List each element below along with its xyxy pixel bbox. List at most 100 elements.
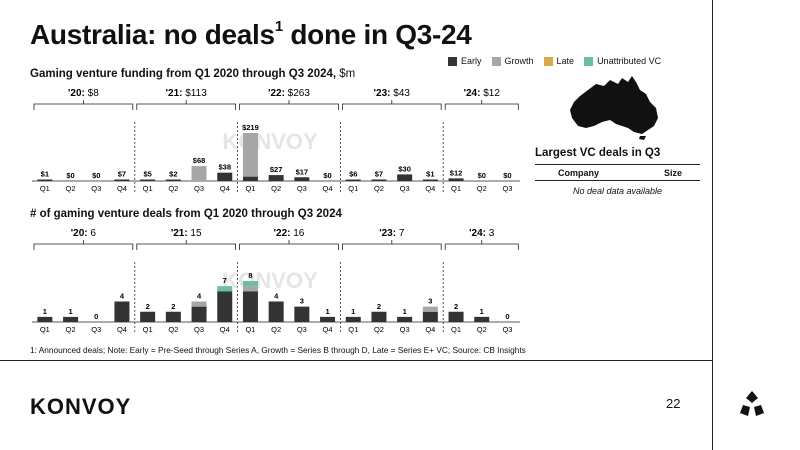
bar-segment xyxy=(320,316,336,322)
x-tick-label: Q1 xyxy=(451,184,461,193)
funding-chart: '20: $8 '21: $113 '22: $263 '23: $43 '24: $1… xyxy=(32,88,520,193)
x-tick-label: Q2 xyxy=(168,325,178,334)
bar-segment xyxy=(268,301,284,322)
year-group-label: '24: 3 xyxy=(469,228,495,239)
bar-segment xyxy=(191,301,207,307)
x-tick-label: Q4 xyxy=(220,184,230,193)
x-tick-label: Q3 xyxy=(400,184,410,193)
konvoy-mark-icon xyxy=(740,391,764,416)
bar-segment xyxy=(217,172,233,181)
vc-deals-rule xyxy=(535,164,700,165)
watermark-text: KONVOY xyxy=(222,268,318,293)
bar-segment xyxy=(448,178,464,181)
bar-value-label: 7 xyxy=(223,276,227,285)
bar-value-label: 0 xyxy=(505,312,509,321)
bar-segment xyxy=(217,286,233,292)
vc-deals-title: Largest VC deals in Q3 xyxy=(535,147,661,159)
legend-item: Late xyxy=(543,56,575,66)
bar-value-label: 4 xyxy=(197,292,202,301)
funding-chart-subtitle: Gaming venture funding from Q1 2020 thro… xyxy=(30,68,356,80)
bar-segment xyxy=(114,301,130,322)
year-total: 15 xyxy=(188,228,202,239)
bar-value-label: $219 xyxy=(242,123,259,132)
bar-segment xyxy=(371,179,387,181)
bar-value-label: $0 xyxy=(478,171,486,180)
year-bracket xyxy=(239,103,339,110)
bar-segment xyxy=(242,133,258,177)
year-bracket xyxy=(239,243,339,250)
bar-segment xyxy=(165,311,181,322)
x-tick-label: Q4 xyxy=(323,184,333,193)
bar-segment xyxy=(268,175,284,181)
bar-segment xyxy=(242,281,258,287)
bar-value-label: 1 xyxy=(43,307,47,316)
legend: Early Growth Late Unattributed VC xyxy=(448,56,661,66)
year-total: 6 xyxy=(88,228,97,239)
bar-segment xyxy=(242,286,258,292)
year-label: '21: xyxy=(171,228,188,239)
bar-segment xyxy=(242,176,258,181)
x-tick-label: Q3 xyxy=(91,325,101,334)
vc-col-company: Company xyxy=(558,168,600,178)
x-tick-label: Q2 xyxy=(374,184,384,193)
legend-label: Late xyxy=(556,56,575,66)
year-bracket xyxy=(33,243,134,250)
x-tick-label: Q1 xyxy=(348,184,358,193)
bar-segment xyxy=(371,311,387,322)
deals-chart-subtitle: # of gaming venture deals from Q1 2020 t… xyxy=(30,208,342,220)
bar-segment xyxy=(397,174,413,181)
bar-value-label: $5 xyxy=(143,170,151,179)
bar-value-label: 1 xyxy=(68,307,72,316)
right-divider xyxy=(712,0,713,450)
bar-value-label: 4 xyxy=(120,292,125,301)
bar-segment xyxy=(294,177,310,181)
year-group-label: '23: $43 xyxy=(374,88,411,99)
bar-value-label: 0 xyxy=(94,312,98,321)
year-group-label: '23: 7 xyxy=(379,228,405,239)
x-tick-label: Q4 xyxy=(117,184,127,193)
page-number: 22 xyxy=(666,396,681,411)
bar-segment xyxy=(345,316,361,322)
bar-value-label: $12 xyxy=(450,168,463,177)
x-tick-label: Q3 xyxy=(194,184,204,193)
year-total: 16 xyxy=(290,228,304,239)
bar-value-label: 1 xyxy=(403,307,407,316)
x-tick-label: Q2 xyxy=(66,184,76,193)
bar-value-label: $7 xyxy=(375,169,383,178)
year-bracket xyxy=(444,243,519,250)
legend-item: Unattributed VC xyxy=(584,56,661,66)
year-label: '23: xyxy=(374,88,391,99)
year-group-label: '20: 6 xyxy=(71,228,97,239)
x-tick-label: Q1 xyxy=(143,184,153,193)
x-tick-label: Q3 xyxy=(194,325,204,334)
bar-value-label: $30 xyxy=(398,164,411,173)
year-label: '23: xyxy=(379,228,396,239)
year-label: '20: xyxy=(71,228,88,239)
page-title: Australia: no deals1 done in Q3-24 xyxy=(30,18,472,50)
year-label: '24: xyxy=(469,228,486,239)
year-group-label: '21: $113 xyxy=(166,88,208,99)
year-bracket xyxy=(342,103,442,110)
bar-value-label: 8 xyxy=(248,271,252,280)
year-label: '22: xyxy=(274,228,291,239)
year-group-label: '24: $12 xyxy=(464,88,501,99)
year-group-label: '22: $263 xyxy=(268,88,310,99)
bar-value-label: $0 xyxy=(66,171,74,180)
bar-value-label: $6 xyxy=(349,170,357,179)
legend-swatch xyxy=(448,56,457,66)
vc-deals-header-rule xyxy=(535,180,700,181)
year-bracket xyxy=(33,103,134,110)
x-tick-label: Q4 xyxy=(117,325,127,334)
deals-chart: '20: 6'21: 15'22: 16'23: 7'24: 3KONVOY1Q… xyxy=(32,228,520,334)
year-label: '22: xyxy=(268,88,285,99)
bar-value-label: 1 xyxy=(351,307,355,316)
bar-value-label: $68 xyxy=(193,156,206,165)
x-tick-label: Q2 xyxy=(477,325,487,334)
legend-label: Unattributed VC xyxy=(597,56,662,66)
bar-segment xyxy=(345,179,361,181)
bar-segment xyxy=(422,311,438,322)
bar-segment xyxy=(165,179,181,181)
bar-value-label: $0 xyxy=(92,171,100,180)
bar-value-label: $27 xyxy=(270,165,283,174)
x-tick-label: Q4 xyxy=(425,184,435,193)
